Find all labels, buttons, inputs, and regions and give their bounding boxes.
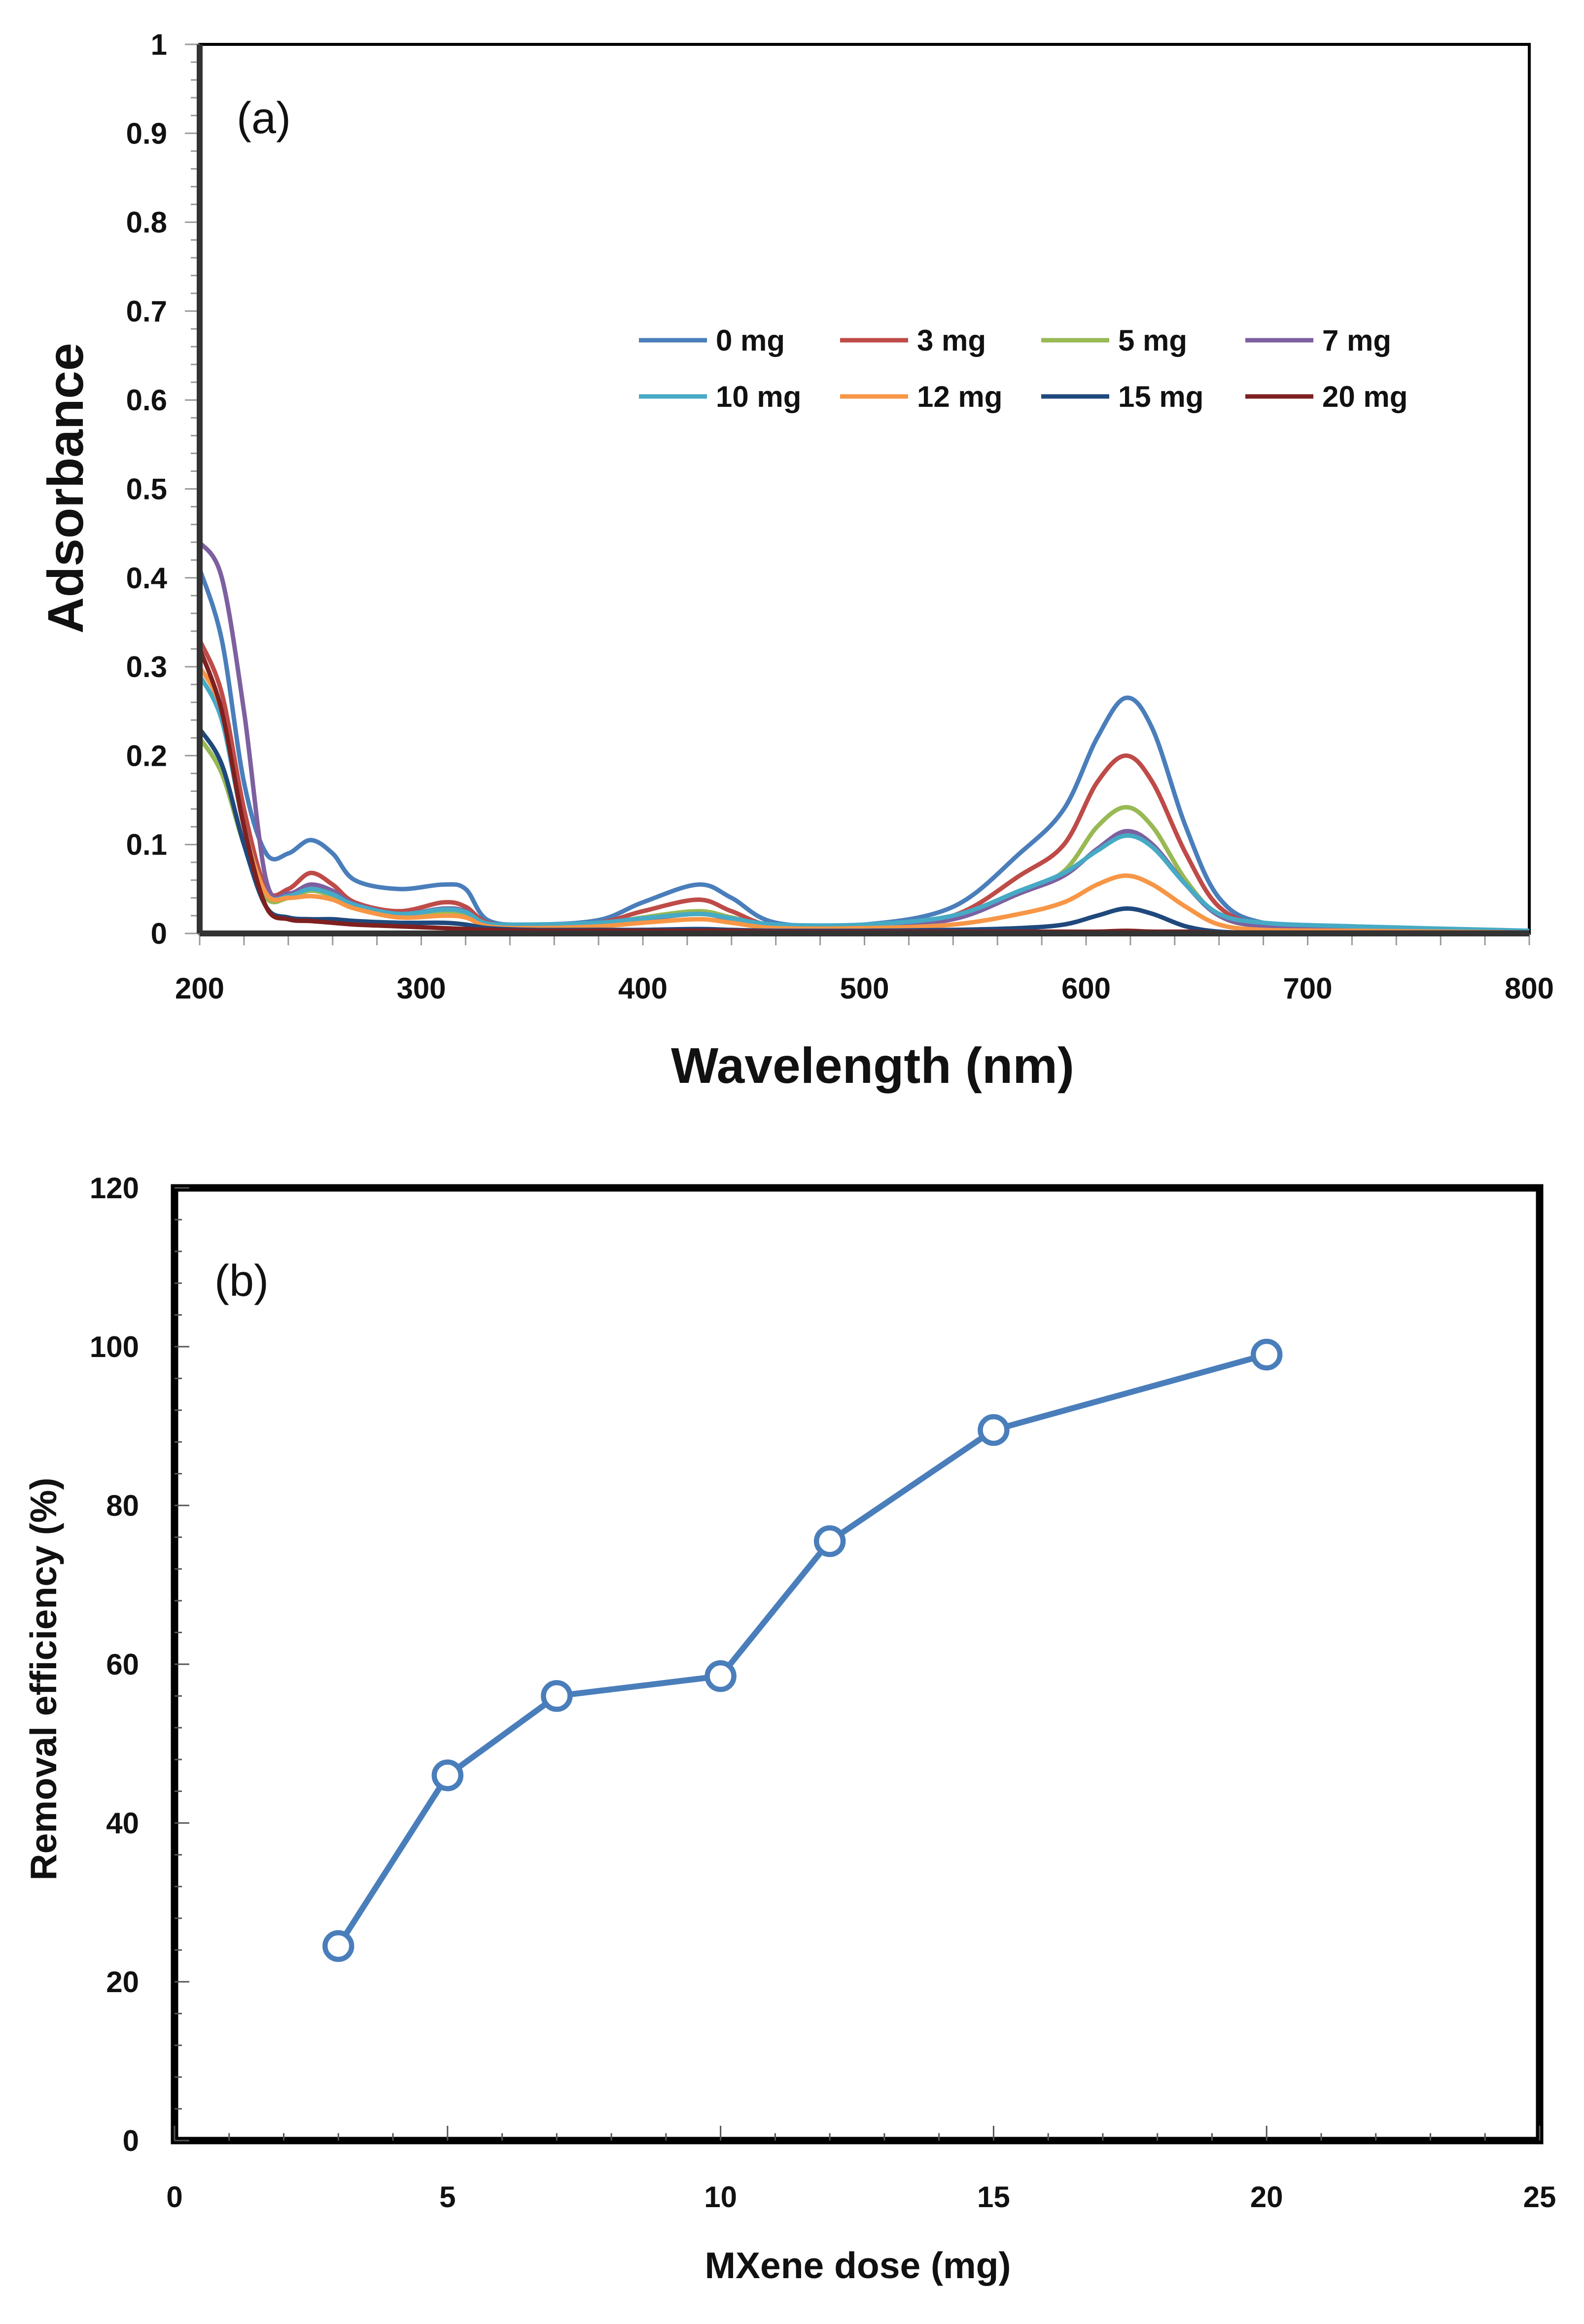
data-point-marker <box>978 1414 1010 1446</box>
y-tick-label: 1 <box>151 28 167 61</box>
chart-a-plot-frame <box>198 43 1531 935</box>
x-tick-label: 700 <box>1283 972 1332 1005</box>
x-tick-label: 600 <box>1061 972 1111 1005</box>
data-point-marker <box>813 1525 846 1557</box>
y-tick-label: 0 <box>151 917 167 950</box>
y-tick-label: 0.8 <box>126 206 167 239</box>
x-tick-label: 5 <box>439 2181 456 2214</box>
legend-label: 12 mg <box>917 380 1002 413</box>
chart-b-x-label: MXene dose (mg) <box>705 2245 1011 2286</box>
y-tick-label: 0.7 <box>126 295 167 328</box>
y-tick-label: 0.1 <box>126 828 167 861</box>
series-line-15-mg <box>198 727 1529 935</box>
removal-efficiency-line <box>336 1352 1267 1948</box>
data-point-marker <box>431 1759 464 1791</box>
x-tick-label: 25 <box>1523 2181 1556 2214</box>
x-tick-label: 20 <box>1250 2181 1283 2214</box>
series-line-3-mg <box>197 639 1530 934</box>
legend-label: 5 mg <box>1118 324 1187 357</box>
chart-b: 0 20 40 60 80 100 120 0 5 10 15 20 25 (b) MXene dose… <box>23 1172 1556 2286</box>
y-tick-label: 0.9 <box>126 117 167 150</box>
chart-a-y-label: Adsorbance <box>37 343 94 634</box>
y-tick-label: 0 <box>123 2124 139 2157</box>
x-tick-label: 800 <box>1505 972 1554 1005</box>
y-tick-label: 120 <box>90 1172 139 1205</box>
y-tick-label: 20 <box>106 1966 139 1999</box>
data-point-marker <box>704 1660 737 1692</box>
x-tick-label: 400 <box>618 972 668 1005</box>
legend-label: 3 mg <box>917 324 986 357</box>
chart-a-x-label: Wavelength (nm) <box>671 1037 1074 1094</box>
legend-label: 7 mg <box>1322 324 1391 357</box>
y-tick-label: 40 <box>106 1807 139 1840</box>
legend-label: 10 mg <box>716 380 801 413</box>
data-point-marker <box>541 1680 573 1712</box>
data-point-marker <box>1250 1338 1283 1371</box>
y-tick-label: 80 <box>106 1489 139 1522</box>
x-tick-label: 500 <box>840 972 889 1005</box>
chart-a: 0 0.1 0.2 0.3 0.4 0.5 0.6 0.7 0.8 0.9 1 200 300 400 50… <box>37 28 1554 1094</box>
y-tick-label: 0.5 <box>126 473 167 506</box>
y-tick-label: 100 <box>90 1330 139 1363</box>
series-line-7-mg <box>198 540 1530 934</box>
y-tick-label: 0.3 <box>126 650 167 683</box>
chart-b-panel-label: (b) <box>214 1256 269 1306</box>
x-tick-label: 0 <box>166 2181 182 2214</box>
legend-label: 0 mg <box>716 324 785 357</box>
chart-a-legend: 0 mg 3 mg 5 mg 7 mg 10 mg 12 mg 15 mg 20 mg <box>639 324 1408 413</box>
y-tick-label: 60 <box>106 1648 139 1681</box>
x-tick-label: 300 <box>396 972 446 1005</box>
x-tick-label: 200 <box>175 972 224 1005</box>
series-line-0-mg <box>197 568 1530 934</box>
chart-b-y-label: Removal efficiency (%) <box>23 1478 64 1881</box>
series-line-12-mg <box>197 665 1530 935</box>
y-tick-label: 0.4 <box>126 562 168 595</box>
data-point-marker <box>322 1930 354 1962</box>
legend-label: 20 mg <box>1322 380 1408 413</box>
chart-b-plot-frame <box>171 1184 1544 2145</box>
x-tick-label: 10 <box>704 2181 737 2214</box>
y-tick-label: 0.6 <box>126 384 167 417</box>
legend-label: 15 mg <box>1118 380 1203 413</box>
chart-a-panel-label: (a) <box>237 94 291 143</box>
x-tick-label: 15 <box>977 2181 1010 2214</box>
series-line-5-mg <box>198 736 1530 934</box>
y-tick-label: 0.2 <box>126 739 167 772</box>
series-line-10-mg <box>197 674 1530 933</box>
